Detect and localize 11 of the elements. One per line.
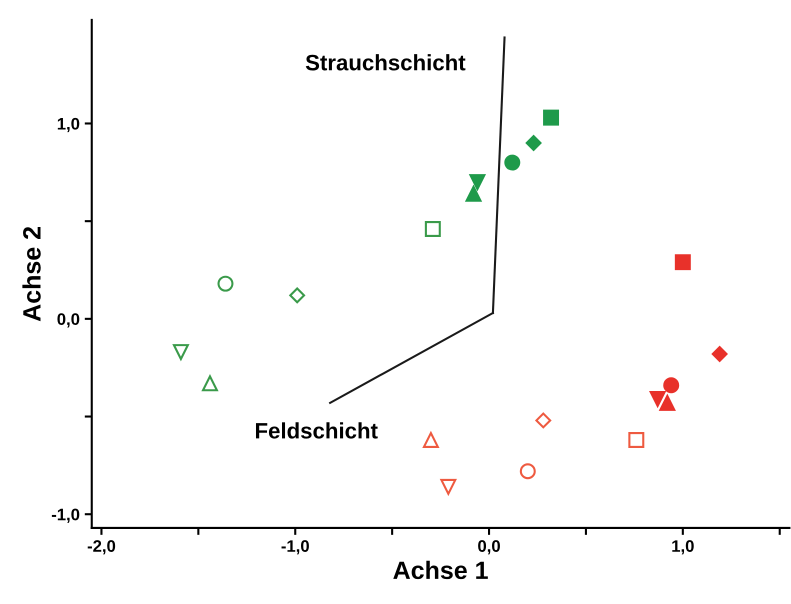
y-axis-title: Achse 2 <box>22 226 41 322</box>
series-label: Feldschicht <box>256 422 378 439</box>
series-label: Strauchschicht <box>306 54 466 71</box>
x-tick-label: -1,0 <box>282 540 309 554</box>
x-tick-label: -2,0 <box>88 540 116 554</box>
y-tick-label: 1,0 <box>58 118 80 132</box>
x-axis-title: Achse 1 <box>393 560 488 580</box>
y-tick-label: -1,0 <box>52 508 80 523</box>
x-tick-label: 0,0 <box>478 540 500 554</box>
y-tick-label: 0,0 <box>57 313 80 328</box>
x-tick-label: 1,0 <box>672 540 694 554</box>
